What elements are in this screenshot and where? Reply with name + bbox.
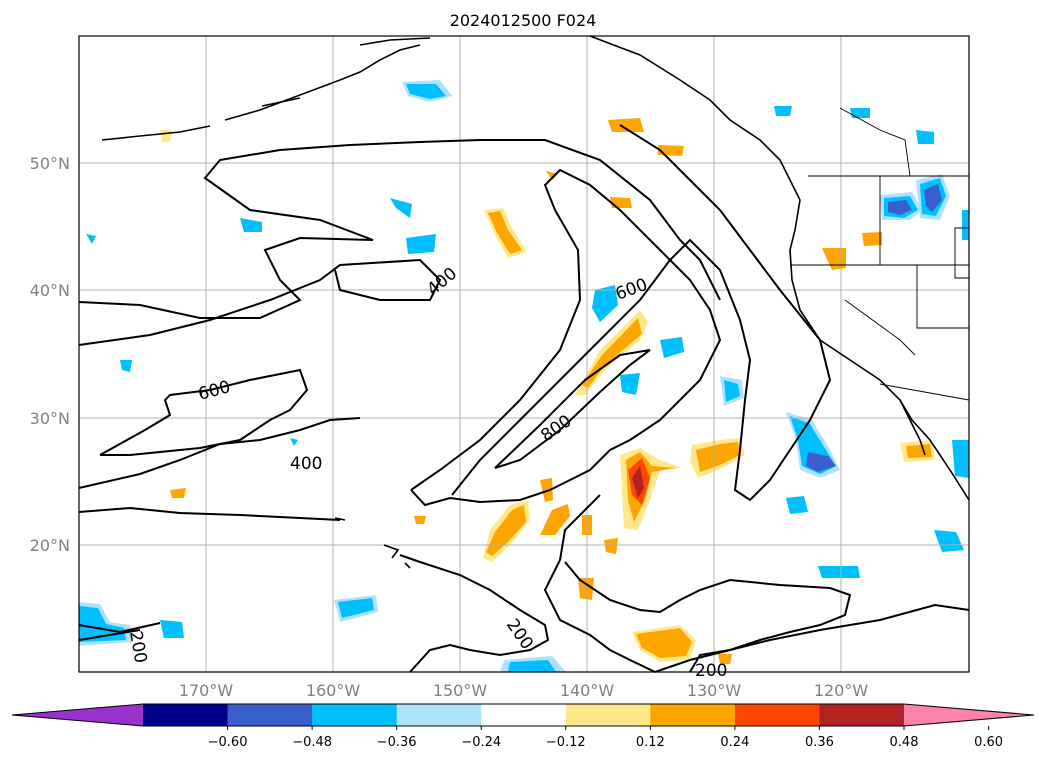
colorbar: −0.60 −0.48 −0.36 −0.24 −0.12 0.12 0.24 0.36 0.4…	[11, 703, 1035, 750]
map-title: 2024012500 F024	[450, 11, 597, 30]
lon-label: 140°W	[560, 681, 615, 700]
contour-label: 400	[290, 454, 322, 474]
lon-label: 150°W	[433, 681, 488, 700]
colorbar-extend-max	[904, 704, 1034, 726]
colorbar-segment	[143, 704, 229, 726]
map-frame	[78, 35, 970, 673]
colorbar-tick-label: 0.12	[636, 735, 665, 750]
lat-labels: 50°N 40°N 30°N 20°N	[30, 154, 70, 555]
lon-label: 170°W	[179, 681, 234, 700]
lat-label: 30°N	[30, 409, 70, 428]
contour-label: 200	[695, 661, 727, 681]
lat-label: 50°N	[30, 154, 70, 173]
lon-labels: 170°W 160°W 150°W 140°W 130°W 120°W	[179, 681, 869, 700]
lon-label: 160°W	[306, 681, 361, 700]
colorbar-tick-label: −0.60	[208, 735, 248, 750]
colorbar-extend-min	[12, 704, 143, 726]
lat-label: 20°N	[30, 536, 70, 555]
colorbar-tick-label: −0.24	[461, 735, 501, 750]
colorbar-segment	[819, 704, 905, 726]
colorbar-segment	[650, 704, 736, 726]
colorbar-segment	[481, 704, 567, 726]
colorbar-tick-label: −0.36	[377, 735, 417, 750]
colorbar-segment	[227, 704, 313, 726]
colorbar-tick-label: −0.48	[292, 735, 332, 750]
lon-label: 120°W	[814, 681, 869, 700]
coastlines	[101, 35, 970, 569]
colorbar-tick-label: 0.60	[974, 735, 1003, 750]
colorbar-tick-label: 0.24	[720, 735, 749, 750]
borders	[790, 107, 970, 401]
colorbar-segment	[734, 704, 820, 726]
colorbar-tick-label: 0.48	[890, 735, 919, 750]
colorbar-segment	[565, 704, 651, 726]
colorbar-segment	[312, 704, 398, 726]
colorbar-tick-label: −0.12	[546, 735, 586, 750]
colorbar-outline	[11, 703, 1035, 727]
contour-lines	[78, 124, 970, 673]
colorbar-segment	[396, 704, 482, 726]
lat-label: 40°N	[30, 281, 70, 300]
colorbar-tick-label: 0.36	[805, 735, 834, 750]
shaded-field	[79, 80, 969, 672]
lon-label: 130°W	[687, 681, 742, 700]
